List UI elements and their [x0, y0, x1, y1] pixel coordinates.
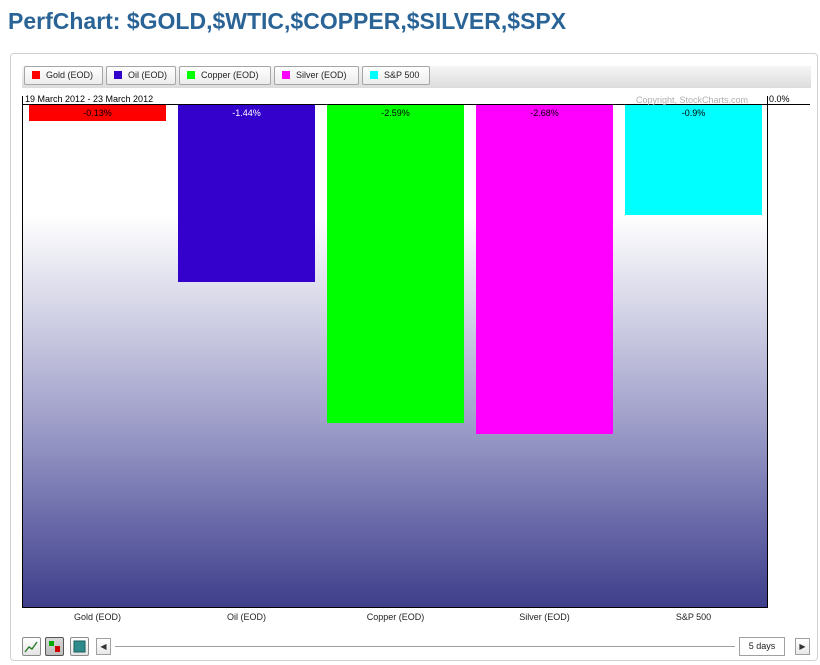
- legend-item-sp500[interactable]: S&P 500: [362, 66, 430, 85]
- scroll-left-button[interactable]: ◀: [96, 638, 111, 655]
- line-chart-button[interactable]: [22, 637, 41, 656]
- date-slider[interactable]: [115, 646, 735, 647]
- bar-oil: [178, 105, 315, 282]
- legend-swatch-copper: [187, 71, 195, 79]
- legend-label-oil: Oil (EOD): [128, 70, 167, 80]
- bar-chart-icon: [49, 641, 60, 652]
- histogram-button[interactable]: [70, 637, 89, 656]
- legend-item-silver[interactable]: Silver (EOD): [274, 66, 359, 85]
- category-label-oil: Oil (EOD): [227, 612, 266, 622]
- bar-gold: [29, 105, 166, 121]
- legend-swatch-oil: [114, 71, 122, 79]
- legend-item-copper[interactable]: Copper (EOD): [179, 66, 271, 85]
- chevron-left-icon: ◀: [100, 642, 107, 651]
- bar-value-label-gold: -0.13%: [83, 108, 112, 118]
- date-range: 19 March 2012 - 23 March 2012: [25, 94, 154, 104]
- category-label-copper: Copper (EOD): [366, 612, 425, 622]
- legend-item-oil[interactable]: Oil (EOD): [106, 66, 176, 85]
- bar-silver: [476, 105, 613, 434]
- category-label-silver: Silver (EOD): [519, 612, 570, 622]
- category-label-gold: Gold (EOD): [73, 612, 121, 622]
- legend-label-silver: Silver (EOD): [296, 70, 347, 80]
- page-title: PerfChart: $GOLD,$WTIC,$COPPER,$SILVER,$…: [8, 8, 567, 34]
- bar-value-label-oil: -1.44%: [232, 108, 261, 118]
- legend-item-gold[interactable]: Gold (EOD): [24, 66, 103, 85]
- legend-swatch-gold: [32, 71, 40, 79]
- legend-label-sp500: S&P 500: [384, 70, 420, 80]
- line-chart-icon: [24, 641, 38, 653]
- legend-label-copper: Copper (EOD): [201, 70, 259, 80]
- bar-value-label-sp500: -0.9%: [681, 108, 706, 118]
- bar-copper: [327, 105, 464, 423]
- bar-value-label-silver: -2.68%: [530, 108, 559, 118]
- bar-value-label-copper: -2.59%: [381, 108, 410, 118]
- zero-line: [22, 104, 810, 105]
- chevron-right-icon: ▶: [799, 642, 806, 651]
- period-selector[interactable]: 5 days: [739, 637, 785, 656]
- legend-swatch-silver: [282, 71, 290, 79]
- legend-swatch-sp500: [370, 71, 378, 79]
- copyright-text: Copyright, StockCharts.com: [636, 95, 749, 105]
- bar-sp500: [625, 105, 762, 215]
- histogram-icon: [73, 640, 86, 653]
- scroll-right-button[interactable]: ▶: [795, 638, 810, 655]
- legend-label-gold: Gold (EOD): [46, 70, 94, 80]
- bar-chart-button[interactable]: [45, 637, 64, 656]
- y-axis-zero-label: 0.0%: [769, 94, 790, 104]
- category-label-sp500: S&P 500: [675, 612, 712, 622]
